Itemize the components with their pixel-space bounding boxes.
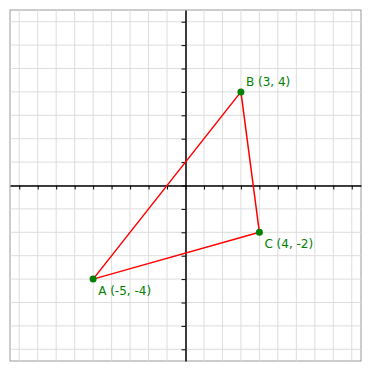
y-axis bbox=[182, 11, 187, 362]
tick bbox=[182, 209, 186, 210]
tick bbox=[204, 186, 205, 190]
tick-mark bbox=[182, 186, 186, 187]
tick bbox=[19, 186, 20, 190]
tick-mark bbox=[241, 186, 242, 190]
tick bbox=[130, 186, 131, 190]
tick-mark bbox=[182, 92, 186, 93]
triangle-line bbox=[93, 92, 259, 279]
tick-mark bbox=[333, 186, 334, 190]
tick bbox=[182, 256, 186, 257]
tick-mark bbox=[352, 186, 353, 190]
tick bbox=[112, 186, 113, 190]
tick bbox=[333, 186, 334, 190]
plot-frame bbox=[10, 10, 361, 361]
tick-mark bbox=[19, 186, 20, 190]
tick bbox=[56, 186, 57, 190]
tick bbox=[222, 186, 223, 190]
tick bbox=[352, 186, 353, 190]
tick bbox=[75, 186, 76, 190]
tick bbox=[259, 186, 260, 190]
tick bbox=[38, 186, 39, 190]
point bbox=[90, 276, 97, 283]
tick-mark bbox=[75, 186, 76, 190]
tick bbox=[182, 45, 186, 46]
tick bbox=[278, 186, 279, 190]
tick-mark bbox=[204, 186, 205, 190]
tick-mark bbox=[182, 232, 186, 233]
tick-mark bbox=[56, 186, 57, 190]
tick-mark bbox=[222, 186, 223, 190]
data-label: A (-5, -4) bbox=[98, 284, 151, 298]
tick bbox=[182, 303, 186, 304]
tick bbox=[315, 186, 316, 190]
tick bbox=[182, 326, 186, 327]
tick-mark bbox=[112, 186, 113, 190]
tick-mark bbox=[259, 186, 260, 190]
tick-mark bbox=[296, 186, 297, 190]
tick-mark bbox=[182, 303, 186, 304]
tick bbox=[182, 279, 186, 280]
tick bbox=[182, 115, 186, 116]
tick bbox=[149, 186, 150, 190]
tick-mark bbox=[182, 326, 186, 327]
tick-mark bbox=[130, 186, 131, 190]
tick bbox=[182, 186, 186, 187]
tick-mark bbox=[182, 139, 186, 140]
tick-mark bbox=[182, 69, 186, 70]
grid bbox=[10, 10, 361, 361]
tick bbox=[296, 186, 297, 190]
tick-mark bbox=[182, 279, 186, 280]
point bbox=[256, 229, 263, 236]
plot: A (-5, -4) B (3, 4) C (4, -2) bbox=[10, 10, 362, 362]
labels: A (-5, -4) B (3, 4) C (4, -2) bbox=[98, 75, 313, 298]
tick bbox=[182, 232, 186, 233]
tick-mark bbox=[315, 186, 316, 190]
tick-mark bbox=[38, 186, 39, 190]
marks bbox=[90, 88, 263, 282]
tick bbox=[182, 349, 186, 350]
tick bbox=[241, 186, 242, 190]
tick bbox=[182, 139, 186, 140]
tick-mark bbox=[182, 349, 186, 350]
tick bbox=[93, 186, 94, 190]
tick bbox=[182, 69, 186, 70]
data-label: C (4, -2) bbox=[264, 237, 313, 251]
tick-mark bbox=[182, 256, 186, 257]
tick bbox=[182, 92, 186, 93]
point bbox=[237, 88, 244, 95]
tick-mark bbox=[182, 22, 186, 23]
tick-mark bbox=[182, 45, 186, 46]
tick-mark bbox=[182, 209, 186, 210]
tick-mark bbox=[93, 186, 94, 190]
data-label: B (3, 4) bbox=[246, 75, 290, 89]
tick-mark bbox=[278, 186, 279, 190]
tick-mark bbox=[182, 115, 186, 116]
chart: A (-5, -4) B (3, 4) C (4, -2) bbox=[0, 0, 371, 371]
tick bbox=[182, 22, 186, 23]
tick-mark bbox=[149, 186, 150, 190]
